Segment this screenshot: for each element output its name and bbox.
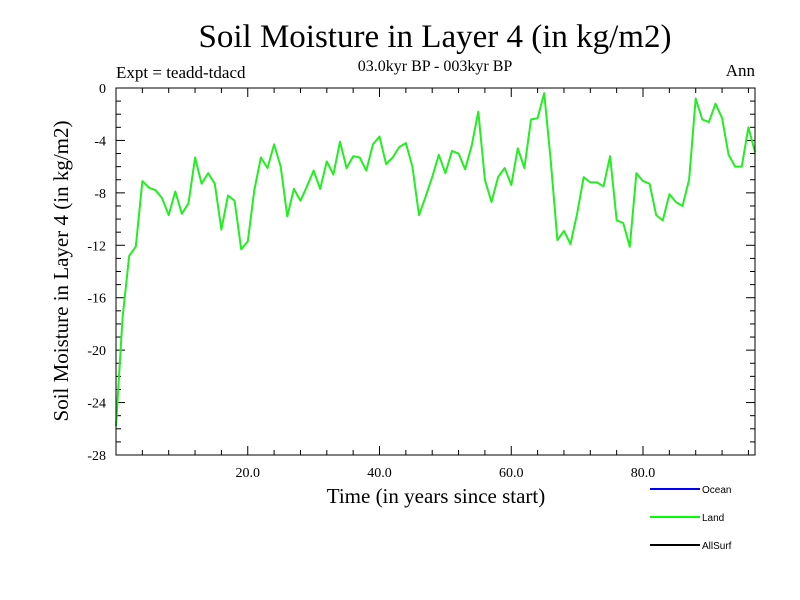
y-tick-label: -16 (87, 292, 106, 307)
legend: Ocean Land AllSurf (650, 485, 732, 552)
legend-entry-allsurf: AllSurf (650, 541, 732, 552)
x-tick-label: 20.0 (236, 466, 261, 481)
y-axis-tick-labels: 0 -4 -8 -12 -16 -20 -24 -28 (87, 82, 106, 464)
chart-subtitle: 03.0kyr BP - 003kyr BP (358, 58, 513, 75)
legend-entry-land: Land (650, 513, 724, 524)
y-tick-label: -20 (87, 344, 106, 359)
legend-entry-ocean: Ocean (650, 485, 731, 496)
x-tick-label: 80.0 (631, 466, 656, 481)
legend-label-ocean: Ocean (702, 485, 731, 496)
y-axis-ticks (116, 87, 755, 456)
x-axis-tick-labels: 20.0 40.0 60.0 80.0 (236, 466, 656, 481)
y-tick-label: -24 (87, 397, 106, 412)
x-axis-ticks (141, 88, 749, 455)
chart-title: Soil Moisture in Layer 4 (in kg/m2) (199, 19, 672, 55)
experiment-label: Expt = teadd-tdacd (116, 63, 246, 82)
legend-label-land: Land (702, 513, 724, 524)
series-line-land (115, 92, 756, 427)
legend-label-allsurf: AllSurf (702, 541, 732, 552)
y-tick-label: 0 (99, 82, 106, 97)
x-tick-label: 60.0 (499, 466, 524, 481)
y-axis-label: Soil Moisture in Layer 4 (in kg/m2) (49, 121, 73, 422)
period-label: Ann (726, 61, 756, 80)
y-tick-label: -4 (94, 134, 106, 149)
y-tick-label: -12 (87, 239, 106, 254)
x-axis-label: Time (in years since start) (327, 484, 546, 508)
x-tick-label: 40.0 (367, 466, 392, 481)
plot-frame (115, 87, 756, 456)
y-tick-label: -8 (94, 187, 106, 202)
y-tick-label: -28 (87, 449, 106, 464)
